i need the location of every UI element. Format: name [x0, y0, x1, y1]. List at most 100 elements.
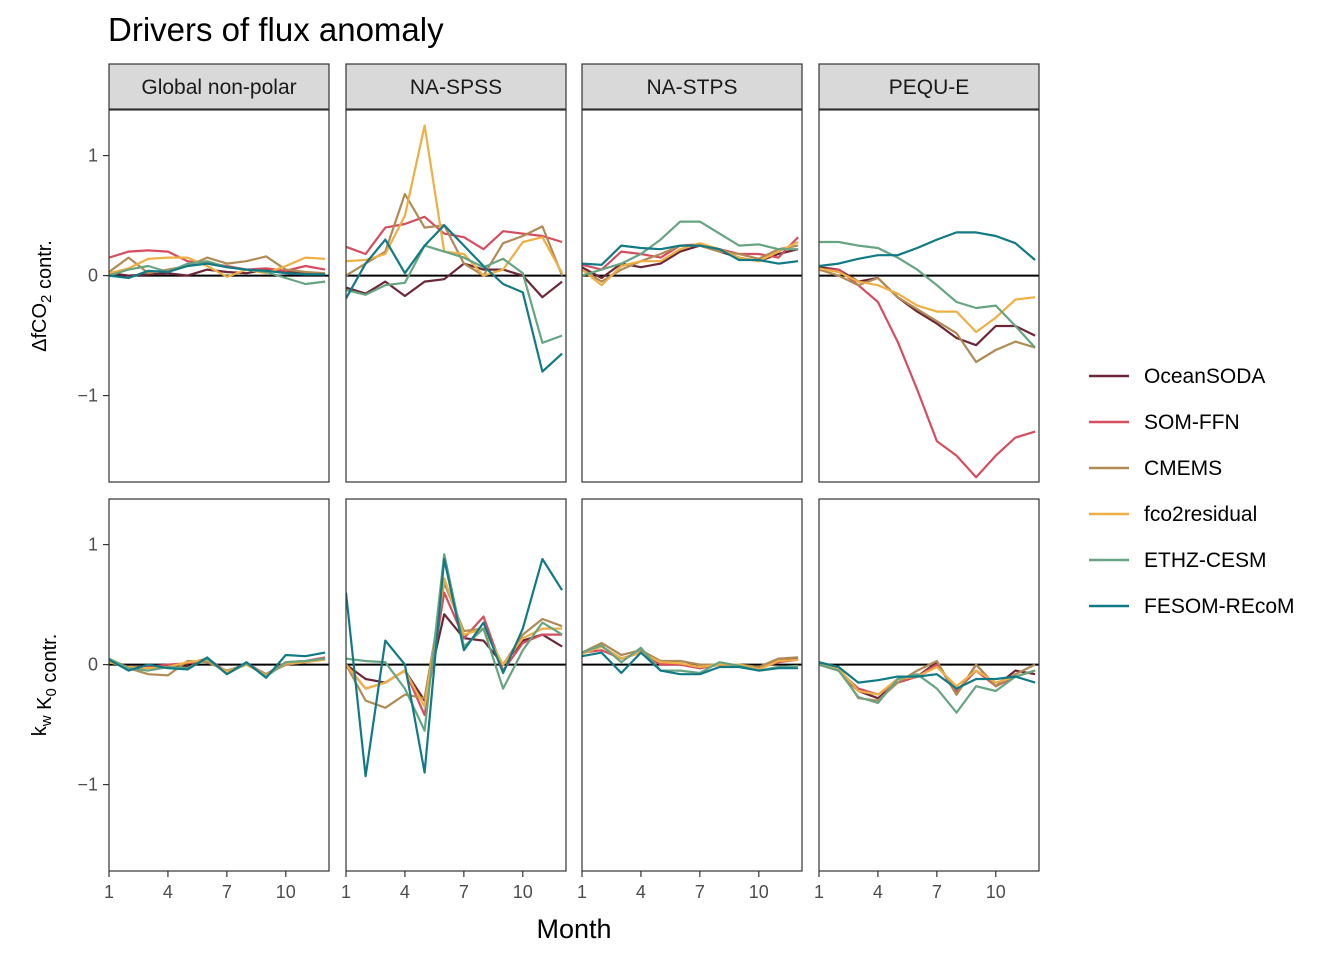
legend-label: FESOM-REcoM — [1144, 595, 1295, 618]
series-line-cmems — [109, 255, 326, 275]
series-lines — [582, 220, 802, 287]
y-axes: −1 0 1 ΔfCO2 contr. −1 0 1 kw K0 contr. — [29, 146, 109, 795]
panel-background — [346, 110, 566, 482]
x-tick-label: 7 — [459, 882, 469, 902]
series-lines — [109, 651, 329, 679]
y-tick-label: 1 — [88, 146, 98, 166]
strip-label-pequ-e: PEQU-E — [889, 76, 970, 99]
panel-kw-na-spss — [345, 498, 567, 872]
legend-label: fco2residual — [1144, 503, 1257, 526]
panel-dfco2-pequ-e — [818, 109, 1040, 483]
y-axis-kw: −1 0 1 kw K0 contr. — [29, 535, 109, 795]
series-lines — [346, 553, 566, 778]
legend-label: SOM-FFN — [1144, 411, 1240, 434]
y-axis-title-dfco2: ΔfCO2 contr. — [29, 240, 56, 352]
series-line-oceansoda — [346, 262, 563, 299]
x-tick-label: 4 — [400, 882, 410, 902]
strip-na-spss — [345, 63, 567, 110]
x-axes: 1 4 7 10 1 4 7 10 1 4 7 10 1 4 7 10 — [104, 871, 1006, 902]
x-tick-label: 4 — [873, 882, 883, 902]
legend-label: OceanSODA — [1144, 365, 1265, 388]
y-tick-label: −1 — [77, 386, 98, 406]
x-tick-label: 10 — [513, 882, 533, 902]
panel-border — [345, 498, 567, 872]
panel-dfco2-global-non-polar — [108, 109, 330, 483]
series-line-fesom-recom — [582, 651, 799, 676]
x-axis-title: Month — [536, 914, 611, 944]
panel-border — [108, 109, 330, 483]
panel-dfco2-na-stps — [581, 109, 803, 483]
panel-border — [818, 109, 1040, 483]
legend-item-fesom-recom: FESOM-REcoM — [1089, 595, 1295, 618]
x-tick-label: 10 — [276, 882, 296, 902]
strip-na-stps — [581, 63, 803, 110]
panel-border — [108, 498, 330, 872]
x-tick-label: 1 — [341, 882, 351, 902]
x-tick-label: 1 — [814, 882, 824, 902]
panel-background — [819, 110, 1039, 482]
series-lines — [819, 231, 1039, 479]
legend-label: CMEMS — [1144, 457, 1222, 480]
panel-border — [345, 109, 567, 483]
series-line-fco2residual — [582, 645, 799, 671]
x-tick-label: 10 — [749, 882, 769, 902]
y-tick-label: 0 — [88, 655, 98, 675]
series-line-cmems — [346, 192, 564, 277]
x-tick-label: 10 — [986, 882, 1006, 902]
strip-label-na-stps: NA-STPS — [646, 76, 737, 99]
series-lines — [582, 641, 802, 676]
series-line-cmems — [819, 268, 1036, 364]
legend-item-fco2residual: fco2residual — [1089, 503, 1257, 526]
series-line-fco2residual — [109, 256, 326, 278]
panel-background — [346, 499, 566, 871]
series-line-ethz-cesm — [346, 244, 563, 344]
y-axis-dfco2: −1 0 1 ΔfCO2 contr. — [29, 146, 109, 406]
legend-item-som-ffn: SOM-FFN — [1089, 411, 1240, 434]
series-line-ethz-cesm — [582, 220, 799, 277]
y-axis-title-kw: kw K0 contr. — [29, 634, 61, 737]
y-tick-label: 0 — [88, 266, 98, 286]
series-line-fco2residual — [819, 663, 1036, 696]
legend: OceanSODA SOM-FFN CMEMS fco2residual ETHZ-CE… — [1089, 365, 1295, 618]
series-line-ethz-cesm — [819, 663, 1036, 714]
legend-item-ethz-cesm: ETHZ-CESM — [1089, 549, 1267, 572]
panel-kw-pequ-e — [818, 498, 1040, 872]
x-tick-label: 1 — [577, 882, 587, 902]
series-lines — [109, 249, 329, 286]
panel-kw-na-stps — [581, 498, 803, 872]
strip-global-non-polar — [108, 63, 330, 110]
x-axis-na-stps: 1 4 7 10 — [577, 871, 769, 902]
panel-dfco2-na-spss — [345, 109, 567, 483]
panel-border — [581, 498, 803, 872]
y-tick-label: 1 — [88, 535, 98, 555]
series-line-fesom-recom — [819, 661, 1036, 690]
y-tick-label: −1 — [77, 775, 98, 795]
series-line-fesom-recom — [819, 231, 1036, 268]
strip-pequ-e — [818, 63, 1040, 110]
x-tick-label: 4 — [163, 882, 173, 902]
series-line-fesom-recom — [346, 224, 563, 373]
panel-kw-global-non-polar — [108, 498, 330, 872]
x-axis-global-non-polar: 1 4 7 10 — [104, 871, 296, 902]
series-line-fesom-recom — [109, 651, 326, 679]
strip-label-global-non-polar: Global non-polar — [141, 76, 296, 99]
series-line-ethz-cesm — [109, 260, 326, 286]
series-line-ethz-cesm — [819, 240, 1036, 349]
series-line-oceansoda — [346, 613, 563, 702]
series-line-fco2residual — [819, 267, 1036, 334]
series-lines — [819, 659, 1039, 714]
legend-item-cmems: CMEMS — [1089, 457, 1222, 480]
x-tick-label: 7 — [222, 882, 232, 902]
x-axis-pequ-e: 1 4 7 10 — [814, 871, 1006, 902]
series-line-fesom-recom — [109, 262, 326, 280]
strip-label-na-spss: NA-SPSS — [410, 76, 502, 99]
legend-item-oceansoda: OceanSODA — [1089, 365, 1265, 388]
panel-border — [818, 498, 1040, 872]
panel-background — [582, 499, 802, 871]
x-axis-na-spss: 1 4 7 10 — [341, 871, 533, 902]
x-tick-label: 7 — [695, 882, 705, 902]
chart-title: Drivers of flux anomaly — [108, 11, 444, 48]
series-line-cmems — [582, 641, 799, 669]
x-tick-label: 4 — [636, 882, 646, 902]
